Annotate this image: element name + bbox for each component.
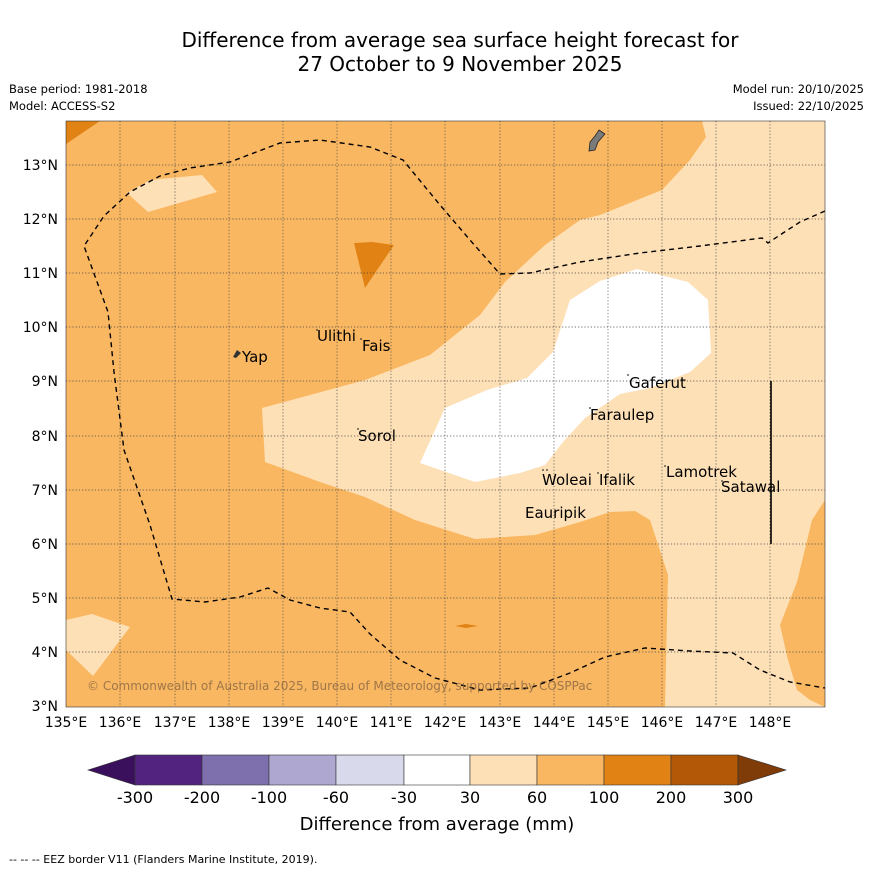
lon-label: 139°E	[262, 715, 305, 731]
place-satawal: Satawal	[721, 478, 780, 496]
lon-label: 146°E	[641, 715, 684, 731]
colorbar-label: Difference from average (mm)	[300, 814, 575, 835]
colorbar-under-arrow	[87, 754, 136, 786]
colorbar-tick: -200	[184, 788, 220, 807]
lon-label: 144°E	[533, 715, 576, 731]
eez-border-fsm	[83, 139, 825, 691]
place-yap: Yap	[241, 348, 268, 366]
colorbar-cell	[670, 754, 739, 786]
anomaly-100-200-region-patch	[354, 242, 394, 288]
place-fais: Fais	[362, 337, 391, 355]
eez-footnote: -- -- -- EEZ border V11 (Flanders Marine…	[9, 853, 318, 866]
place-gaferut: Gaferut	[629, 374, 686, 392]
place-eauripik: Eauripik	[525, 504, 586, 522]
meta-left: Base period: 1981-2018 Model: ACCESS-S2	[9, 81, 148, 115]
colorbar-tick: -300	[117, 788, 153, 807]
colorbar-tick: 200	[656, 788, 687, 807]
latitude-axis: 13°N 12°N 11°N 10°N 9°N 8°N 7°N 6°N 5°N …	[23, 158, 58, 715]
model-name: Model: ACCESS-S2	[9, 99, 116, 113]
copyright-notice: © Commonwealth of Australia 2025, Bureau…	[87, 679, 592, 693]
lat-label: 11°N	[23, 266, 58, 282]
lat-label: 8°N	[32, 429, 58, 445]
colorbar-tick: -60	[323, 788, 349, 807]
lat-label: 4°N	[32, 645, 58, 661]
colorbar: -300 -200 -100 -60 -30 30 60 100 200 300…	[87, 754, 788, 835]
lon-label: 136°E	[99, 715, 142, 731]
longitude-axis: 135°E 136°E 137°E 138°E 139°E 140°E 141°…	[45, 715, 792, 731]
colorbar-tick: -100	[251, 788, 287, 807]
lat-label: 10°N	[23, 320, 58, 336]
lat-label: 3°N	[32, 699, 58, 715]
lon-label: 143°E	[479, 715, 522, 731]
lon-label: 140°E	[316, 715, 359, 731]
meta-right: Model run: 20/10/2025 Issued: 22/10/2025	[733, 81, 864, 115]
colorbar-tick: 300	[723, 788, 754, 807]
colorbar-cell	[335, 754, 405, 786]
colorbar-cell	[268, 754, 337, 786]
place-woleai: Woleai	[542, 471, 592, 489]
lon-label: 138°E	[208, 715, 251, 731]
colorbar-tick: -30	[391, 788, 417, 807]
anomaly-neutral-region	[420, 269, 711, 482]
lat-label: 6°N	[32, 537, 58, 553]
colorbar-cell	[469, 754, 538, 786]
lat-label: 12°N	[23, 212, 58, 228]
title-line-1: Difference from average sea surface heig…	[181, 28, 739, 52]
lon-label: 135°E	[45, 715, 88, 731]
place-faraulep: Faraulep	[590, 406, 654, 424]
lat-label: 13°N	[23, 158, 58, 174]
model-run: Model run: 20/10/2025	[732, 82, 864, 96]
lat-label: 7°N	[32, 483, 58, 499]
lat-label: 5°N	[32, 591, 58, 607]
colorbar-cell	[201, 754, 270, 786]
place-ifalik: Ifalik	[599, 471, 635, 489]
place-ulithi: Ulithi	[317, 327, 356, 345]
colorbar-cell	[403, 754, 471, 786]
map-frame	[65, 120, 826, 708]
anomaly-100-200-region-corner	[66, 121, 100, 144]
chart-title: Difference from average sea surface heig…	[60, 28, 860, 76]
colorbar-tick: 100	[589, 788, 620, 807]
anomaly-100-200-region-small	[455, 624, 478, 628]
lon-label: 148°E	[749, 715, 792, 731]
colorbar-tick: 30	[460, 788, 480, 807]
lon-label: 145°E	[587, 715, 630, 731]
lon-label: 141°E	[370, 715, 413, 731]
anomaly-30-60-region-south-east	[780, 500, 825, 707]
guam-island	[588, 129, 606, 152]
base-period: Base period: 1981-2018	[9, 82, 148, 96]
yap-island	[233, 350, 241, 358]
colorbar-tick: 60	[527, 788, 547, 807]
map-area: Yap Ulithi Fais Sorol Gaferut Faraulep W…	[66, 121, 825, 707]
colorbar-over-arrow	[737, 754, 788, 786]
place-lamotrek: Lamotrek	[666, 463, 737, 481]
lat-label: 9°N	[32, 374, 58, 390]
colorbar-cell	[603, 754, 672, 786]
place-sorol: Sorol	[358, 427, 396, 445]
anomaly-30-60-region-north-west	[127, 175, 217, 212]
atoll-markers	[316, 329, 723, 482]
lon-label: 137°E	[154, 715, 197, 731]
issued-date: Issued: 22/10/2025	[753, 99, 864, 113]
colorbar-cell	[134, 754, 203, 786]
anomaly-30-60-region-south-west	[66, 614, 130, 676]
title-line-2: 27 October to 9 November 2025	[297, 52, 623, 76]
lon-label: 142°E	[424, 715, 467, 731]
lon-label: 147°E	[695, 715, 738, 731]
colorbar-cell	[536, 754, 605, 786]
